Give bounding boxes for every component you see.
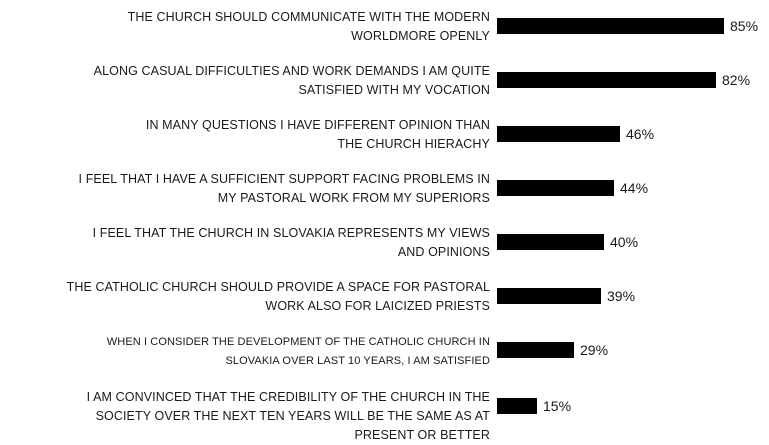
category-label: IN MANY QUESTIONS I HAVE DIFFERENT OPINI… — [145, 118, 490, 151]
bar — [497, 398, 537, 414]
value-label: 44% — [620, 180, 649, 196]
value-label: 46% — [626, 126, 655, 142]
value-label: 15% — [543, 398, 572, 414]
value-label: 82% — [722, 72, 751, 88]
bar — [497, 18, 724, 34]
bar — [497, 180, 614, 196]
category-label: WHEN I CONSIDER THE DEVELOPMENT OF THE C… — [106, 336, 490, 367]
bar — [497, 126, 620, 142]
value-label: 39% — [607, 288, 636, 304]
bar — [497, 234, 604, 250]
bar — [497, 342, 574, 358]
value-label: 85% — [730, 18, 759, 34]
category-label: I AM CONVINCED THAT THE CREDIBILITY OF T… — [86, 390, 490, 442]
category-label: THE CHURCH SHOULD COMMUNICATE WITH THE M… — [127, 10, 490, 43]
value-label: 29% — [580, 342, 609, 358]
category-label: I FEEL THAT THE CHURCH IN SLOVAKIA REPRE… — [92, 226, 490, 259]
category-label: ALONG CASUAL DIFFICULTIES AND WORK DEMAN… — [93, 64, 490, 97]
bar — [497, 288, 601, 304]
category-label: I FEEL THAT I HAVE A SUFFICIENT SUPPORT … — [78, 172, 490, 205]
category-label: THE CATHOLIC CHURCH SHOULD PROVIDE A SPA… — [66, 280, 490, 313]
value-label: 40% — [610, 234, 639, 250]
bar — [497, 72, 716, 88]
